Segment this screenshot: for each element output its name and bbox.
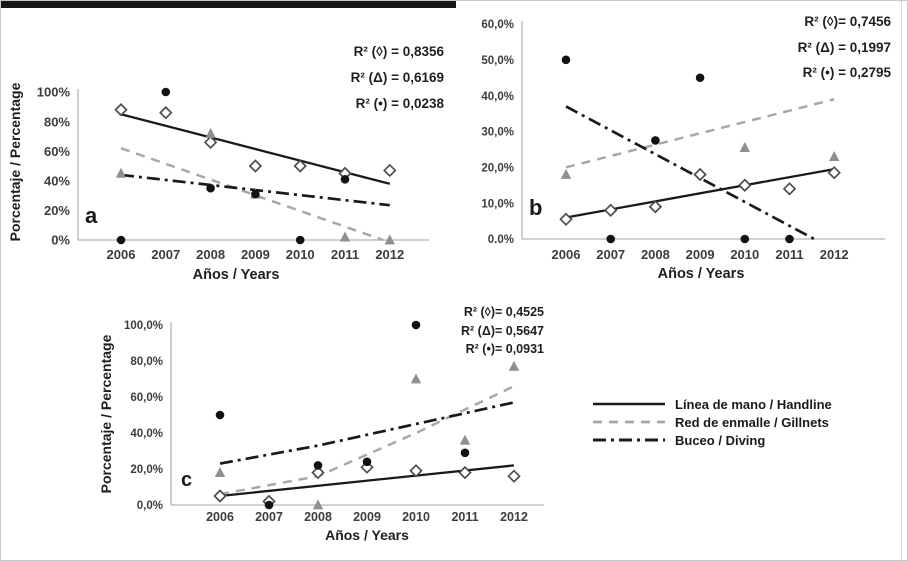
svg-text:60,0%: 60,0% bbox=[130, 392, 163, 404]
svg-text:60%: 60% bbox=[44, 144, 70, 159]
plot-a-chart: 0% 20% 40% 60% 80% 100% 2006 2007 2008 2009 2010 20… bbox=[37, 85, 429, 283]
svg-text:2006: 2006 bbox=[206, 510, 234, 524]
svg-text:Años / Years: Años / Years bbox=[193, 267, 280, 283]
svg-text:100%: 100% bbox=[37, 85, 71, 100]
r2-diamond-value: R² (◊)= 0,4525 bbox=[463, 305, 544, 319]
legend-label-gillnets: Red de enmalle / Gillnets bbox=[675, 414, 829, 430]
plot-b-panel-label: b bbox=[529, 195, 543, 220]
svg-text:2008: 2008 bbox=[196, 247, 225, 262]
svg-text:20%: 20% bbox=[44, 203, 70, 218]
legend: Línea de mano / Handline Red de enmalle … bbox=[593, 395, 832, 449]
svg-text:40,0%: 40,0% bbox=[130, 428, 163, 440]
svg-text:10,0%: 10,0% bbox=[481, 198, 514, 210]
plot-a-panel-label: a bbox=[85, 203, 98, 228]
svg-text:2008: 2008 bbox=[641, 247, 670, 262]
svg-text:0,0%: 0,0% bbox=[137, 500, 163, 512]
r2-diamond-value: R² (◊) = 0,8356 bbox=[353, 44, 444, 59]
plot-c-chart: 0,0% 20,0% 40,0% 60,0% 80,0% 100,0% 2006 2007 20… bbox=[124, 320, 544, 543]
plot-a-r2-annotations: R² (◊) = 0,8356 R² (Δ) = 0,6169 R² (•) =… bbox=[351, 39, 444, 117]
svg-text:2010: 2010 bbox=[730, 247, 759, 262]
svg-text:2006: 2006 bbox=[552, 247, 581, 262]
svg-text:Años / Years: Años / Years bbox=[658, 266, 745, 282]
plot-b-r2-annotations: R² (◊)= 0,7456 R² (Δ) = 0,1997 R² (•) = … bbox=[798, 9, 891, 86]
plot-c-r2-annotations: R² (◊)= 0,4525 R² (Δ)= 0,5647 R² (•)= 0,… bbox=[461, 303, 544, 359]
svg-text:100,0%: 100,0% bbox=[124, 320, 163, 332]
svg-text:2009: 2009 bbox=[353, 510, 381, 524]
legend-label-diving: Buceo / Diving bbox=[675, 432, 766, 448]
svg-text:2011: 2011 bbox=[775, 247, 803, 262]
r2-triangle-value: R² (Δ) = 0,1997 bbox=[797, 39, 891, 55]
svg-text:0%: 0% bbox=[51, 233, 70, 248]
svg-text:2007: 2007 bbox=[255, 510, 283, 524]
r2-circle-value: R² (•) = 0,2795 bbox=[802, 65, 891, 80]
dashdot-line-icon bbox=[593, 438, 665, 442]
solid-line-icon bbox=[593, 402, 665, 406]
svg-text:2009: 2009 bbox=[241, 247, 270, 262]
svg-text:2010: 2010 bbox=[286, 247, 315, 262]
svg-text:2012: 2012 bbox=[375, 247, 404, 262]
plot-c-y-axis-title: Porcentaje / Percentage bbox=[98, 334, 114, 494]
r2-circle-value: R² (•)= 0,0931 bbox=[465, 342, 544, 356]
legend-item-gillnets: Red de enmalle / Gillnets bbox=[593, 413, 832, 431]
svg-text:2009: 2009 bbox=[686, 247, 715, 262]
legend-item-handline: Línea de mano / Handline bbox=[593, 395, 832, 413]
svg-text:2011: 2011 bbox=[451, 510, 478, 524]
scan-artifact-bar bbox=[1, 1, 456, 8]
svg-text:Años / Years: Años / Years bbox=[325, 527, 409, 543]
svg-text:80%: 80% bbox=[44, 114, 70, 129]
plot-b-chart: 0.0% 10,0% 20,0% 30,0% 40,0% 50,0% 60,0% 2006 20… bbox=[481, 19, 885, 282]
svg-text:20,0%: 20,0% bbox=[481, 162, 514, 174]
r2-diamond-value: R² (◊)= 0,7456 bbox=[804, 14, 891, 29]
page-edge-line bbox=[901, 1, 902, 560]
legend-label-handline: Línea de mano / Handline bbox=[675, 396, 832, 412]
plot-c-panel-label: c bbox=[181, 469, 193, 491]
svg-text:2007: 2007 bbox=[151, 247, 180, 262]
svg-text:40%: 40% bbox=[44, 173, 70, 188]
svg-text:2011: 2011 bbox=[331, 247, 359, 262]
svg-text:50,0%: 50,0% bbox=[481, 55, 514, 67]
legend-item-diving: Buceo / Diving bbox=[593, 431, 832, 449]
svg-text:30,0%: 30,0% bbox=[481, 127, 514, 139]
r2-triangle-value: R² (Δ)= 0,5647 bbox=[461, 323, 544, 338]
svg-text:60,0%: 60,0% bbox=[481, 19, 514, 31]
svg-text:2012: 2012 bbox=[820, 247, 849, 262]
svg-text:20,0%: 20,0% bbox=[130, 464, 163, 476]
svg-text:2012: 2012 bbox=[500, 510, 528, 524]
dashed-line-icon bbox=[593, 420, 665, 424]
svg-text:80,0%: 80,0% bbox=[130, 356, 163, 368]
svg-text:2010: 2010 bbox=[402, 510, 430, 524]
svg-text:0.0%: 0.0% bbox=[488, 234, 514, 246]
svg-text:40,0%: 40,0% bbox=[481, 91, 514, 103]
svg-text:2007: 2007 bbox=[596, 247, 625, 262]
svg-text:2006: 2006 bbox=[107, 247, 136, 262]
r2-triangle-value: R² (Δ) = 0,6169 bbox=[350, 70, 444, 85]
svg-text:2008: 2008 bbox=[304, 510, 332, 524]
r2-circle-value: R² (•) = 0,0238 bbox=[355, 96, 444, 111]
